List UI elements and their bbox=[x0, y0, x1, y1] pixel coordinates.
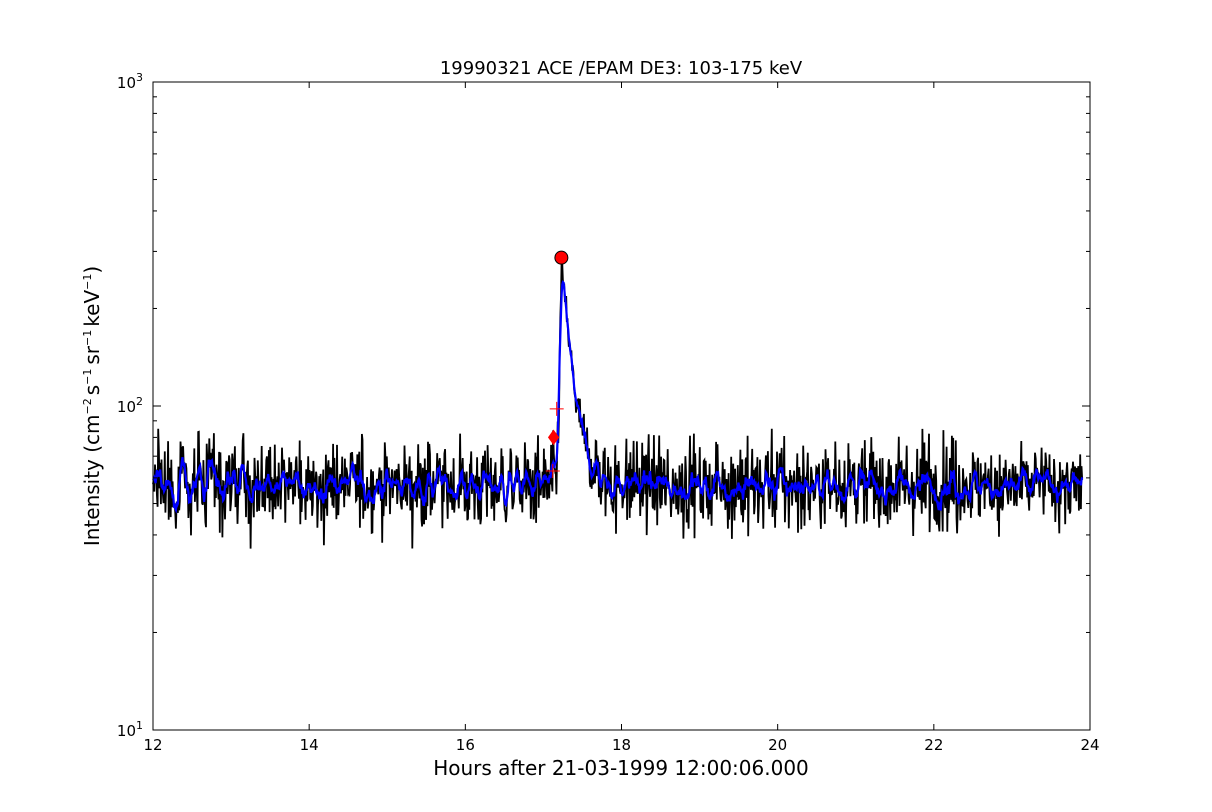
chart-title: 19990321 ACE /EPAM DE3: 103-175 keV bbox=[440, 58, 803, 79]
y-label-sup-s: −1 bbox=[81, 369, 94, 385]
y-tick-label: 102 bbox=[117, 395, 143, 416]
y-label-sup-kev: −1 bbox=[81, 274, 94, 290]
series-smoothed-line bbox=[152, 280, 1084, 514]
onset-marker bbox=[547, 429, 560, 446]
x-tick-label: 18 bbox=[612, 736, 631, 754]
x-tick-label: 22 bbox=[924, 736, 943, 754]
x-tick-label: 24 bbox=[1080, 736, 1099, 754]
y-axis-label: Intensity (cm−2s−1sr−1keV−1) bbox=[80, 266, 104, 546]
y-axis: 101 102 103 bbox=[117, 71, 1090, 740]
plot-area bbox=[152, 259, 1084, 549]
x-tick-label: 20 bbox=[768, 736, 787, 754]
y-label-sup-sr: −1 bbox=[81, 330, 94, 346]
x-axis: 12 14 16 18 20 22 24 bbox=[143, 82, 1100, 754]
y-label-suffix: ) bbox=[80, 266, 104, 274]
uncertainty-marker bbox=[545, 464, 560, 479]
y-label-prefix: Intensity (cm bbox=[80, 414, 104, 546]
y-tick-label: 103 bbox=[117, 71, 143, 92]
y-label-kev: keV bbox=[80, 290, 104, 327]
series-raw-line bbox=[152, 259, 1084, 549]
y-label-sr: sr bbox=[80, 345, 104, 364]
event-markers bbox=[545, 250, 569, 479]
y-label-sup-cm: −2 bbox=[81, 398, 94, 414]
x-axis-label: Hours after 21-03-1999 12:00:06.000 bbox=[433, 756, 809, 780]
peak-marker bbox=[554, 250, 569, 265]
axes-frame bbox=[152, 81, 1091, 731]
x-tick-label: 16 bbox=[456, 736, 475, 754]
uncertainty-marker bbox=[549, 401, 564, 416]
x-tick-label: 12 bbox=[143, 736, 162, 754]
y-label-s: s bbox=[80, 385, 104, 395]
x-tick-label: 14 bbox=[300, 736, 319, 754]
y-tick-label: 101 bbox=[117, 719, 143, 740]
